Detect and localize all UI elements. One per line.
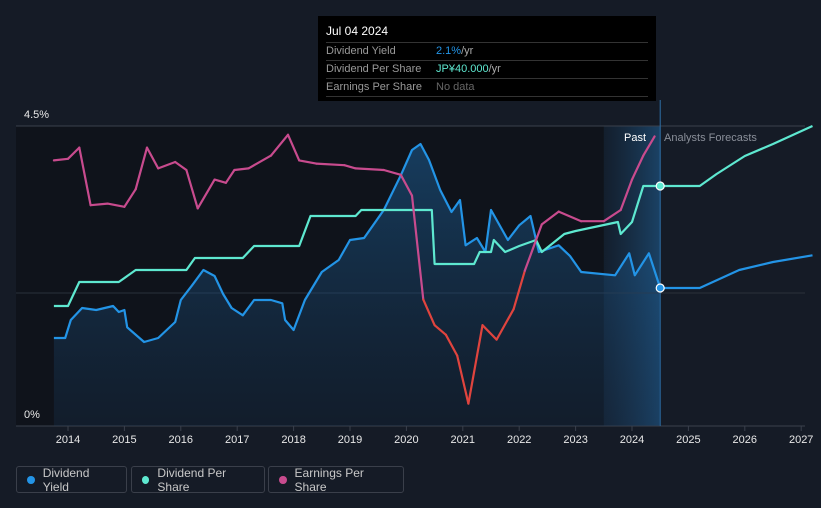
legend-dividend-yield[interactable]: Dividend Yield — [16, 465, 127, 494]
earnings-per-share-line-segment — [512, 269, 526, 311]
forecast-label: Analysts Forecasts — [664, 132, 757, 144]
legend-label: Earnings Per Share — [294, 465, 364, 494]
legend-earnings-per-share[interactable]: Earnings Per Share — [268, 465, 404, 494]
x-tick-label: 2017 — [225, 434, 249, 446]
past-label: Past — [624, 132, 647, 144]
earnings-per-share-dot-icon — [279, 475, 287, 484]
earnings-per-share-line-segment — [523, 223, 543, 272]
earnings-per-share-line-segment — [286, 133, 301, 162]
earnings-per-share-line-segment — [557, 210, 583, 223]
tooltip-row-eps: Earnings Per Share No data — [326, 78, 648, 97]
earnings-per-share-line-segment — [213, 178, 227, 184]
x-tick-label: 2025 — [676, 434, 700, 446]
x-tick-label: 2023 — [563, 434, 587, 446]
earnings-per-share-line-segment — [433, 324, 447, 336]
earnings-per-share-line-segment — [444, 333, 459, 357]
earnings-per-share-line-segment — [185, 168, 199, 210]
x-tick-label: 2026 — [733, 434, 757, 446]
tooltip-value: JP¥40.000 — [436, 63, 489, 75]
earnings-per-share-line-segment — [382, 168, 402, 176]
dividend-yield-area — [53, 144, 661, 426]
tooltip-label: Dividend Per Share — [326, 63, 422, 75]
earnings-per-share-line-segment — [298, 159, 318, 165]
legend-label: Dividend Per Share — [157, 465, 227, 494]
earnings-per-share-line-segment — [123, 188, 137, 208]
earnings-per-share-line-segment — [642, 135, 656, 157]
dividend-per-share-marker — [655, 181, 665, 191]
earnings-per-share-line-segment — [269, 133, 290, 157]
x-tick-label: 2022 — [507, 434, 531, 446]
tooltip-label: Earnings Per Share — [326, 81, 422, 93]
earnings-per-share-line-segment — [224, 168, 236, 184]
earnings-per-share-line-segment — [247, 154, 273, 170]
x-tick-label: 2015 — [112, 434, 136, 446]
x-tick-label: 2018 — [281, 434, 305, 446]
tooltip-row-yield: Dividend Yield 2.1% /yr — [326, 42, 648, 60]
dividend-per-share-line — [53, 124, 813, 308]
dividend-yield-dot-icon — [27, 475, 35, 484]
earnings-per-share-line-segment — [630, 154, 645, 181]
tooltip-value: No data — [436, 81, 475, 93]
earnings-per-share-line-segment — [157, 160, 177, 170]
tooltip-value: 2.1% — [436, 45, 462, 57]
x-tick-label: 2021 — [451, 434, 475, 446]
earnings-per-share-line-segment — [145, 146, 160, 170]
legend-dividend-per-share[interactable]: Dividend Per Share — [131, 465, 265, 494]
dividend-per-share-dot-icon — [142, 475, 150, 484]
earnings-per-share-line-segment — [343, 164, 357, 170]
x-tick-label: 2016 — [169, 434, 193, 446]
dividend-yield-marker — [655, 283, 665, 293]
tooltip: Jul 04 2024 Dividend Yield 2.1% /yr Divid… — [318, 16, 656, 101]
earnings-per-share-line-segment — [481, 324, 498, 341]
x-tick-label: 2020 — [394, 434, 418, 446]
earnings-per-share-line-segment — [602, 208, 622, 223]
tooltip-row-dps: Dividend Per Share JP¥40.000 /yr — [326, 60, 648, 78]
earnings-per-share-line-segment — [495, 308, 515, 341]
dividend-yield-line — [53, 142, 813, 344]
x-tick-label: 2019 — [338, 434, 362, 446]
y-tick-label: 4.5% — [24, 109, 49, 121]
x-tick-label: 2024 — [620, 434, 644, 446]
earnings-per-share-line-segment — [78, 146, 92, 207]
earnings-per-share-line-segment — [106, 202, 126, 208]
y-tick-label: 0% — [24, 409, 40, 421]
earnings-per-share-line-segment — [134, 146, 149, 191]
earnings-per-share-line-segment — [467, 324, 484, 405]
earnings-per-share-line-segment — [52, 157, 70, 162]
tooltip-date: Jul 04 2024 — [326, 24, 389, 38]
x-tick-label: 2014 — [56, 434, 80, 446]
earnings-per-share-line-segment — [422, 298, 436, 327]
legend-label: Dividend Yield — [42, 465, 90, 494]
earnings-per-share-line-segment — [66, 146, 81, 160]
earnings-per-share-line-segment — [540, 210, 560, 226]
earnings-per-share-line-segment — [399, 173, 414, 197]
tooltip-unit: /yr — [461, 45, 474, 57]
earnings-per-share-line-segment — [174, 160, 188, 172]
earnings-per-share-line-segment — [456, 354, 470, 405]
tooltip-label: Dividend Yield — [326, 45, 396, 57]
earnings-per-share-line-segment — [233, 167, 250, 172]
tooltip-unit: /yr — [488, 63, 501, 75]
x-tick-label: 2027 — [789, 434, 813, 446]
earnings-per-share-line-segment — [196, 178, 216, 210]
earnings-per-share-line-segment — [410, 194, 425, 301]
earnings-per-share-line-segment — [89, 202, 109, 207]
earnings-per-share-line-segment — [354, 167, 385, 172]
earnings-per-share-line-segment — [315, 162, 346, 167]
earnings-per-share-line-segment — [619, 178, 634, 212]
